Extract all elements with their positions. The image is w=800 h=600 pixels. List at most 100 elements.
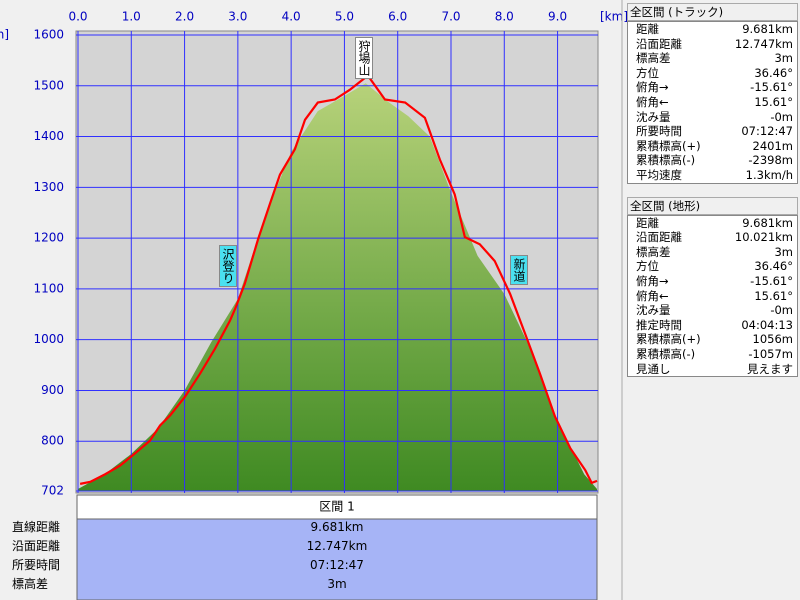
panel-title: 全区間 (トラック) [627,3,798,21]
panel-row: 累積標高(+) 2401m [628,139,797,154]
panel-rows: 距離 9.681km 沿面距離 12.747km 標高差 3m 方位 36.46° 俯角→ -15… [627,21,798,184]
row-value: 04:04:13 [741,317,793,332]
grid [76,31,598,493]
panel-row: 沈み量 -0m [628,303,797,318]
panel-row: 沿面距離 10.021km [628,230,797,245]
row-value: -1057m [748,346,793,361]
row-value: 15.61° [754,94,793,109]
row-value: 9.681km [742,22,793,36]
annotation: 狩場山 [355,37,373,79]
row-value: 07:12:47 [310,558,364,572]
panel-row: 距離 9.681km [628,22,797,37]
y-unit: [m] [0,28,9,42]
row-value: 15.61° [754,288,793,303]
row-label: 距離 [636,22,659,36]
panel-row: 累積標高(+) 1056m [628,332,797,347]
row-label: 推定時間 [636,317,682,332]
panel-row: 平均速度 1.3km/h [628,168,797,183]
annotation: 新道 [510,255,528,285]
info-panel: 全区間 (トラック) 距離 9.681km 沿面距離 12.747km 標高差 3m 方位 36… [627,3,798,184]
row-value: 9.681km [310,520,364,534]
row-label: 標高差 [636,244,671,259]
row-label: 沈み量 [636,303,671,318]
section-row: 直線距離 9.681km [0,518,800,537]
x-unit: [km] [600,10,628,24]
row-label: 見通し [636,361,671,376]
x-tick-label: 0.0 [68,10,87,24]
row-label: 俯角→ [636,80,669,95]
y-tick-label: 900 [41,383,64,397]
panel-row: 方位 36.46° [628,66,797,81]
row-value: -2398m [748,153,793,168]
y-tick-label: 1000 [33,332,64,346]
row-label: 累積標高(-) [636,153,696,168]
row-value: -15.61° [750,273,793,288]
row-label: 平均速度 [636,167,682,182]
y-tick-label: 1200 [33,231,64,245]
row-value: 1.3km/h [745,167,793,182]
row-value: -0m [770,303,793,318]
annotation: 沢登り [219,245,237,287]
row-label: 俯角→ [636,273,669,288]
panel-row: 沈み量 -0m [628,110,797,125]
y-tick-label: 702 [41,484,64,498]
x-tick-label: 8.0 [495,10,514,24]
panel-row: 俯角← 15.61° [628,289,797,304]
row-label: 方位 [636,65,659,80]
y-tick-label: 800 [41,434,64,448]
row-value: 1056m [752,332,793,347]
row-label: 標高差 [636,51,671,66]
panel-row: 所要時間 07:12:47 [628,124,797,139]
panel-row: 方位 36.46° [628,259,797,274]
x-tick-label: 6.0 [388,10,407,24]
row-label: 沿面距離 [636,230,682,245]
panel-title: 全区間 (地形) [627,196,798,215]
panel-row: 標高差 3m [628,51,797,66]
panel-row: 累積標高(-) -1057m [628,347,797,362]
row-label: 俯角← [636,94,669,109]
row-value: 3m [774,244,793,259]
x-tick-label: 3.0 [228,10,247,24]
x-tick-label: 1.0 [122,10,141,24]
panel-row: 沿面距離 12.747km [628,37,797,52]
row-value: 36.46° [754,259,793,274]
panel-row: 俯角→ -15.61° [628,80,797,95]
row-label: 所要時間 [636,124,682,139]
row-value: 07:12:47 [741,124,793,139]
panel-row: 俯角→ -15.61° [628,274,797,289]
row-value: -0m [770,109,793,124]
info-panel: 全区間 (地形) 距離 9.681km 沿面距離 10.021km 標高差 3m 方位 36.4… [627,196,798,378]
row-label: 標高差 [12,577,49,591]
x-tick-label: 4.0 [282,10,301,24]
row-label: 方位 [636,259,659,274]
y-tick-label: 1500 [33,78,64,92]
x-tick-label: 5.0 [335,10,354,24]
row-value: 12.747km [734,36,793,51]
y-tick-label: 1300 [33,180,64,194]
row-value: 3m [327,577,347,591]
x-tick-label: 2.0 [175,10,194,24]
row-value: 36.46° [754,65,793,80]
row-label: 沈み量 [636,109,671,124]
section-row: 所要時間 07:12:47 [0,556,800,575]
section-header: 区間 1 [319,500,354,514]
panel-row: 距離 9.681km [628,216,797,231]
y-tick-label: 1100 [33,281,64,295]
panel-row: 累積標高(-) -2398m [628,153,797,168]
panel-row: 俯角← 15.61° [628,95,797,110]
row-value: -15.61° [750,80,793,95]
row-label: 距離 [636,215,659,230]
row-label: 俯角← [636,288,669,303]
panel-row: 見通し 見えます [628,362,797,377]
row-value: 12.747km [306,539,368,553]
track-line [79,74,598,485]
panel-row: 標高差 3m [628,245,797,260]
x-tick-label: 9.0 [548,10,567,24]
row-label: 沿面距離 [636,36,682,51]
row-value: 10.021km [734,230,793,245]
row-value: 3m [774,51,793,66]
row-label: 累積標高(+) [636,138,701,153]
row-value: 9.681km [742,215,793,230]
row-label: 沿面距離 [12,539,61,553]
